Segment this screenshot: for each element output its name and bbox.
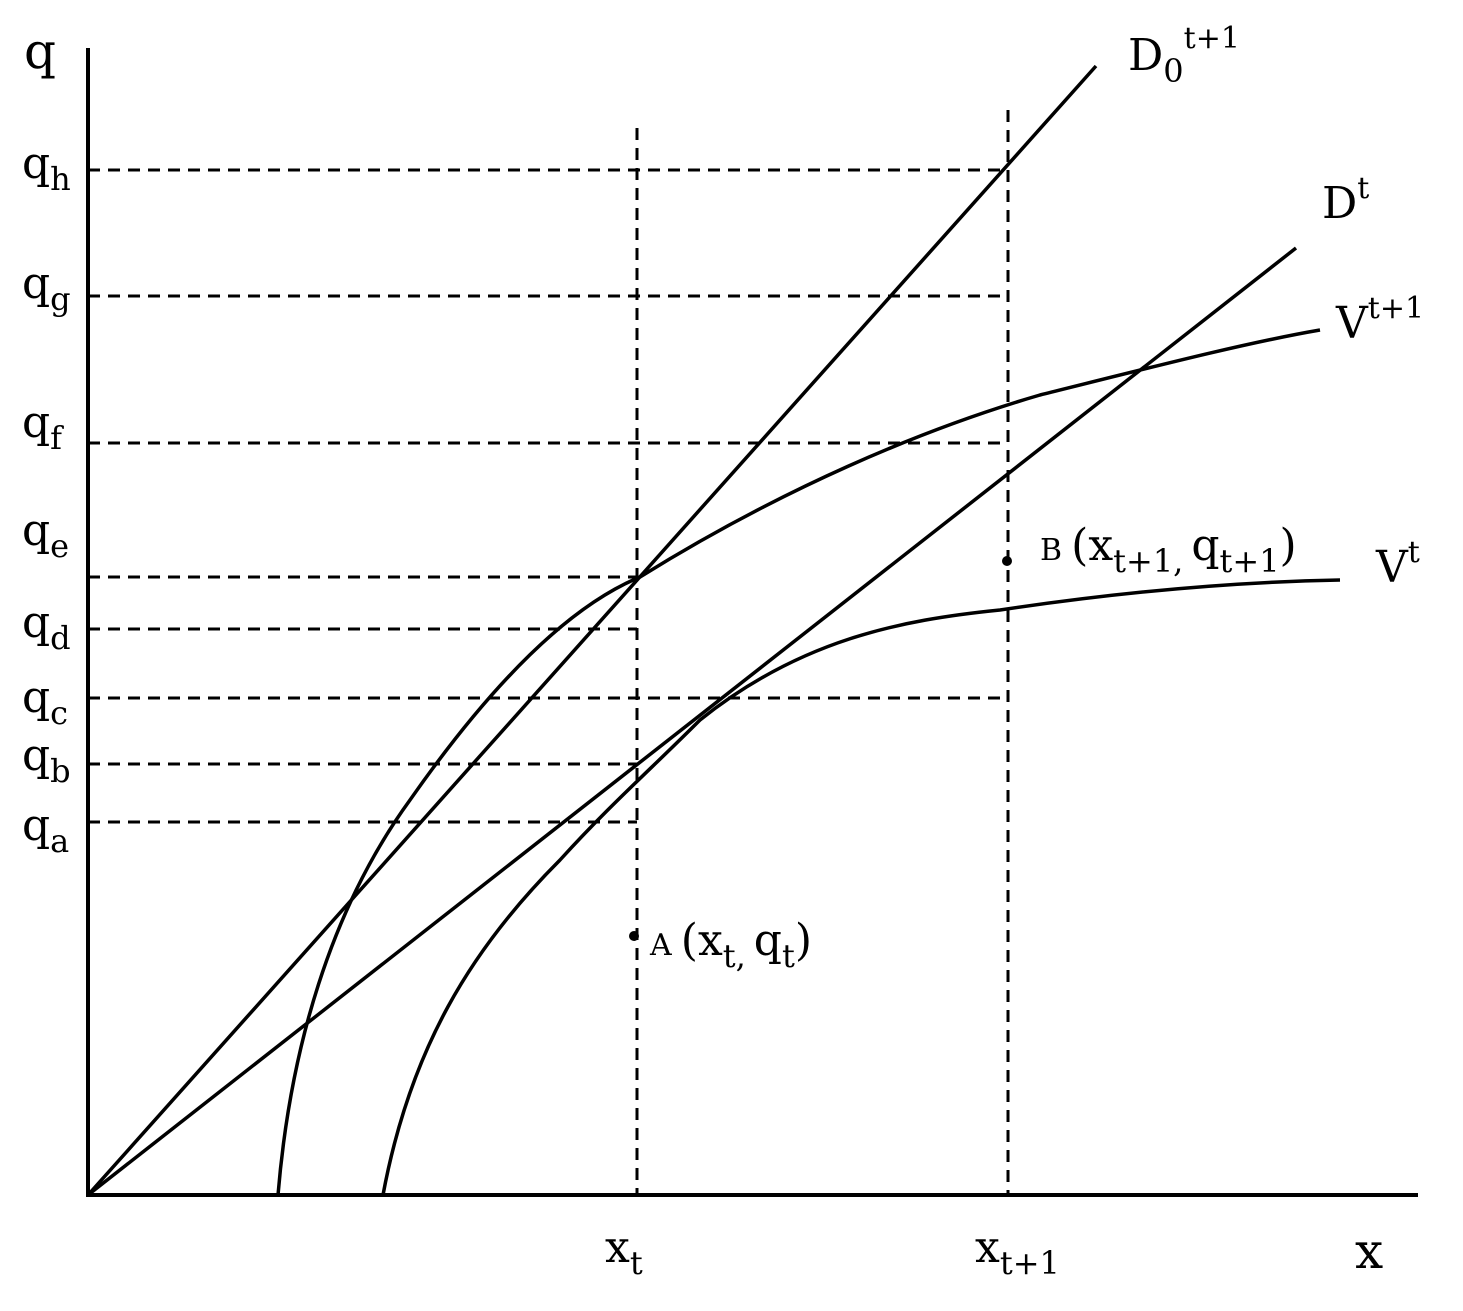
label-d0-t1: D0t+1 (1128, 21, 1240, 90)
y-tick-qf: qf (22, 397, 64, 457)
vertical-guides (635, 110, 1010, 1195)
y-tick-qa: qa (22, 800, 69, 860)
y-tick-labels: qh qg qf qe qd qc qb qa (22, 138, 71, 860)
label-dt: Dt (1322, 171, 1369, 229)
label-vt: Vt (1375, 535, 1420, 593)
curve-vt (381, 578, 1341, 1196)
x-tick-xt1: xt+1 (975, 1222, 1060, 1282)
curve-vt1 (276, 328, 1321, 1196)
horizontal-guides (88, 168, 1008, 824)
point-a-dot (629, 931, 639, 941)
y-axis-label: q (24, 22, 56, 80)
curve-dt (86, 246, 1298, 1197)
x-tick-labels: xt xt+1 (605, 1222, 1060, 1282)
label-vt1: Vt+1 (1335, 291, 1424, 349)
y-tick-qg: qg (22, 258, 71, 318)
y-tick-qc: qc (22, 672, 68, 732)
y-tick-qh: qh (22, 138, 71, 198)
y-tick-qb: qb (22, 730, 71, 790)
label-point-a: A (xt, qt) (649, 915, 812, 975)
label-point-b: B (xt+1, qt+1) (1040, 520, 1297, 580)
x-axis-label: x (1355, 1222, 1383, 1280)
y-tick-qe: qe (22, 505, 69, 565)
y-tick-qd: qd (22, 597, 71, 657)
point-b-dot (1002, 556, 1012, 566)
x-tick-xt: xt (605, 1222, 643, 1282)
curve-d0-t1 (86, 64, 1098, 1197)
